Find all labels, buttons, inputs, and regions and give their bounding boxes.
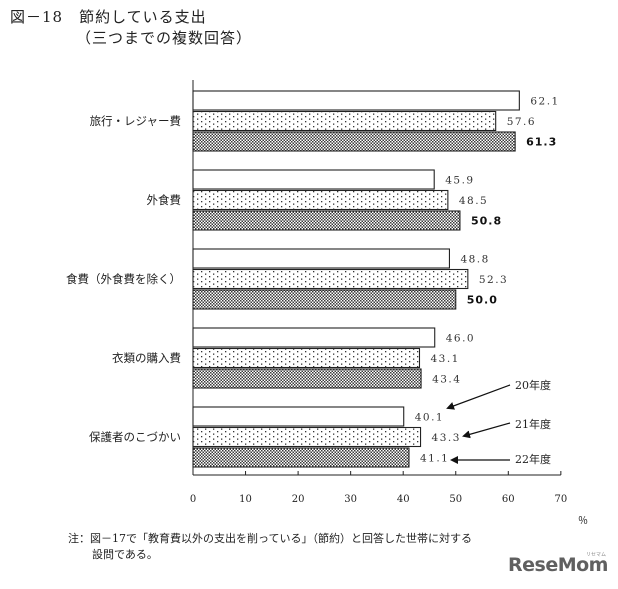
x-tick-label: 60 [502, 494, 515, 505]
data-label: 43.3 [432, 432, 461, 444]
footnote: 注：図－17で「教育費以外の支出を削っている」（節約）と回答した世帯に対する 設… [68, 531, 472, 563]
data-label: 50.0 [467, 294, 498, 307]
category-label: 衣類の購入費 [112, 351, 181, 365]
data-label: 57.6 [507, 116, 536, 128]
x-axis-unit: ％ [578, 516, 588, 527]
x-tick-label: 30 [344, 494, 357, 505]
data-label: 46.0 [446, 333, 475, 345]
data-label: 45.9 [445, 175, 474, 187]
chart-subtitle: （三つまでの複数回答） [76, 29, 253, 47]
bar [192, 327, 436, 348]
bar [192, 289, 457, 310]
bar [192, 268, 469, 290]
resemom-logo: ReseMom [508, 554, 608, 576]
data-label: 62.1 [530, 96, 559, 108]
legend-arrow [462, 422, 511, 439]
data-label: 61.3 [526, 136, 557, 149]
x-tick-label: 70 [554, 494, 567, 505]
category-label: 旅行・レジャー費 [90, 114, 181, 128]
data-label: 48.5 [459, 195, 488, 207]
bar [192, 368, 422, 389]
x-axis: 0 10 20 30 40 50 60 70 ％ [190, 80, 588, 527]
bar [192, 406, 405, 427]
x-tick-label: 20 [292, 494, 305, 505]
bar [192, 110, 497, 132]
bar [192, 90, 520, 111]
bar [192, 189, 449, 211]
resemom-logo-kana: リセマム [586, 552, 607, 558]
legend-label: 22年度 [515, 452, 551, 466]
legend-label: 20年度 [515, 378, 551, 392]
bar [192, 131, 516, 152]
bars-layer [192, 90, 520, 468]
footnote-line-2: 設問である。 [92, 548, 158, 561]
x-tick-label: 40 [397, 494, 410, 505]
data-label: 43.4 [432, 374, 461, 386]
category-label: 外食費 [147, 193, 182, 207]
x-tick-label: 10 [239, 494, 252, 505]
category-label: 食費（外食費を除く） [66, 272, 181, 286]
bar [192, 347, 421, 369]
legend-label: 21年度 [515, 417, 551, 431]
legend-arrow [446, 384, 511, 410]
bar [192, 447, 410, 468]
chart-title: 図－18 節約している支出 [10, 8, 207, 26]
bar [192, 169, 435, 190]
data-label: 41.1 [420, 453, 449, 465]
data-label: 50.8 [471, 215, 502, 228]
legend-annotations: 20年度 21年度 22年度 [446, 378, 551, 466]
footnote-line-1: 注：図－17で「教育費以外の支出を削っている」（節約）と回答した世帯に対する [68, 532, 472, 545]
data-label: 52.3 [479, 274, 508, 286]
bar [192, 210, 461, 231]
category-label: 保護者のこづかい [89, 430, 181, 444]
bar [192, 248, 450, 269]
x-tick-label: 0 [190, 494, 196, 505]
x-tick-label: 50 [449, 494, 462, 505]
data-label: 43.1 [430, 353, 459, 365]
data-label: 40.1 [415, 412, 444, 424]
data-label: 48.8 [460, 254, 489, 266]
bar [192, 426, 422, 448]
